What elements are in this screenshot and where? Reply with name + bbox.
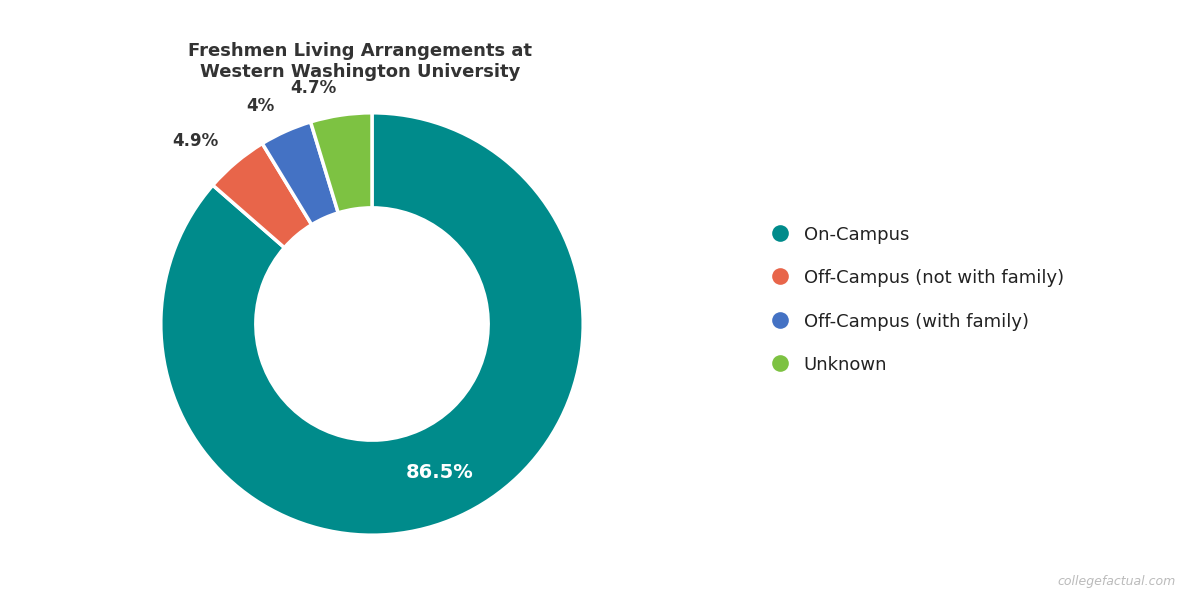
Text: 4.9%: 4.9% xyxy=(172,133,218,151)
Legend: On-Campus, Off-Campus (not with family), Off-Campus (with family), Unknown: On-Campus, Off-Campus (not with family),… xyxy=(754,208,1081,392)
Text: collegefactual.com: collegefactual.com xyxy=(1057,575,1176,588)
Text: 4%: 4% xyxy=(246,97,275,115)
Wedge shape xyxy=(311,113,372,213)
Text: Freshmen Living Arrangements at
Western Washington University: Freshmen Living Arrangements at Western … xyxy=(188,42,532,81)
Wedge shape xyxy=(263,122,338,225)
Wedge shape xyxy=(212,143,312,248)
Text: 4.7%: 4.7% xyxy=(290,79,337,97)
Wedge shape xyxy=(161,113,583,535)
Text: 86.5%: 86.5% xyxy=(406,463,474,482)
